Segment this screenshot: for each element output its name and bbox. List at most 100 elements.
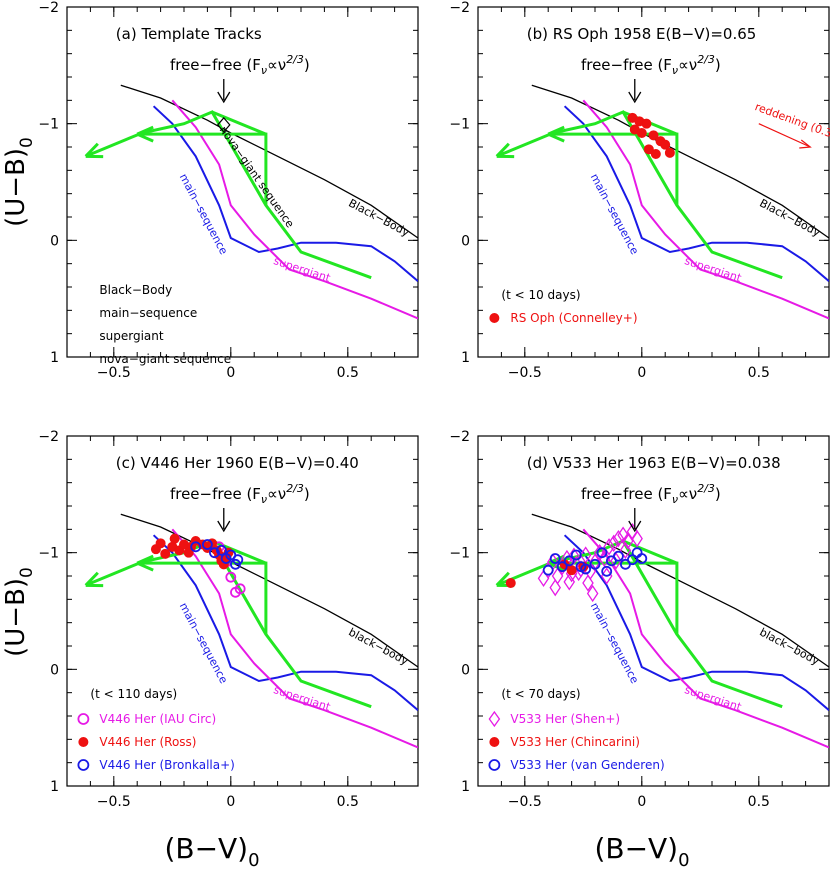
legend-label: V533 Her (van Genderen) [510,758,664,772]
data-point [607,534,620,553]
data-point [589,558,601,570]
legend-marker [78,306,88,320]
plot-area [84,84,418,320]
plot-frame [66,6,419,358]
data-point [549,578,562,597]
plot-area [495,84,829,320]
blackbody-label: Black−Body [346,197,411,240]
plot-frame [477,435,830,787]
y-tick-label: −1 [449,117,470,133]
x-tick-label: 0.5 [748,365,770,381]
y-tick-label: −1 [449,546,470,562]
data-point [568,547,580,565]
data-point [542,564,554,576]
x-tick-label: 0.5 [337,794,359,810]
supergiant-curve [171,99,418,320]
data-point [232,554,244,566]
track-arrowhead [495,142,515,159]
freefree-arrowhead [217,91,231,104]
data-point [631,529,643,548]
legend-marker [488,759,501,771]
legend-marker [78,352,88,366]
supergiant-curve [582,528,829,749]
data-point [216,544,227,556]
data-point [650,149,661,159]
reddening-arrow [758,123,811,148]
legend-label: V446 Her (Bronkalla+) [99,758,234,772]
data-point [641,118,652,129]
legend-label: Black−Body [99,283,172,297]
blackbody-label: black−body [757,626,821,669]
legend-marker [78,283,88,297]
panel-b: −0.5 0 0.5 −2 −1 0 1 (b) RS Oph 1958 E(B−V)=0.6… [449,0,830,381]
nova-giant-box [137,561,268,635]
nova-giant-box [137,132,268,206]
data-point [603,538,615,556]
data-point [613,550,624,562]
data-point [234,583,246,595]
blackbody-curve [120,513,418,668]
nova-giant-diagonal [622,539,678,565]
legend-label: RS Oph (Connelley+) [510,311,637,325]
legend-marker [488,710,501,728]
data-point [598,549,611,568]
data-point [575,561,587,573]
x-tick-label: −0.5 [508,365,542,381]
data-point [566,565,577,576]
data-point [619,541,632,560]
data-point [169,533,180,544]
freefree-label: free−free (Fν∝ν2/3) [170,482,310,506]
x-axis-title-left: (B−V)0 [164,832,259,869]
data-point [586,584,599,603]
y-tick-label: 0 [50,662,59,678]
legend-label: nova−giant sequence [99,352,231,366]
y-tick-label: −1 [38,117,59,133]
data-point [505,578,516,588]
y-tick-label: −1 [38,546,59,562]
data-point [648,130,659,141]
blackbody-label: Black−Body [757,197,822,240]
time-note: (t < 110 days) [90,687,177,701]
freefree-arrowhead [628,91,642,104]
panel-title: (d) V533 Her 1963 E(B−V)=0.038 [527,454,781,472]
data-point [570,549,582,561]
track-arrowhead [84,571,104,588]
x-tick-label: 0 [637,794,646,810]
y-tick-label: 1 [50,779,59,795]
legend-label: V533 Her (Chincarini) [510,735,640,749]
legend-marker [489,737,500,747]
plot-frame [66,435,419,787]
panel-title: (c) V446 Her 1960 E(B−V)=0.40 [116,454,359,472]
data-point [160,548,171,559]
x-tick-label: 0 [226,794,235,810]
y-tick-label: 0 [50,233,59,249]
freefree-label: free−free (Fν∝ν2/3) [170,53,310,77]
track-arrowhead [84,142,104,159]
y-tick-label: −2 [38,0,59,16]
freefree-label: free−free (Fν∝ν2/3) [581,53,721,77]
box-arrowhead [136,554,154,572]
y-tick-label: 0 [461,662,470,678]
nova-giant-diagonal [211,110,267,136]
panel-a: −0.5 0 0.5 −2 −1 0 1 (a) Template Tracks free−fr… [38,0,419,381]
box-arrowhead [136,125,154,143]
y-tick-label: 0 [461,233,470,249]
y-tick-label: 1 [50,350,59,366]
reddening-arrowhead [799,139,812,149]
data-point [549,553,561,564]
x-tick-label: −0.5 [97,365,131,381]
legend-marker [77,759,90,771]
data-point [636,553,648,564]
plot-area [495,513,829,749]
data-point [601,565,613,577]
box-arrowhead [547,125,565,143]
panel-c: −0.5 0 0.5 −2 −1 0 1 (c) V446 Her 1960 E(B−V)=0… [38,429,419,810]
nova-giant-diagonal [211,539,267,565]
x-axis-title-right: (B−V)0 [594,832,689,869]
x-tick-label: −0.5 [508,794,542,810]
legend-label: supergiant [99,329,163,343]
legend-marker [78,329,88,343]
data-point [209,547,220,559]
data-point [612,529,625,548]
